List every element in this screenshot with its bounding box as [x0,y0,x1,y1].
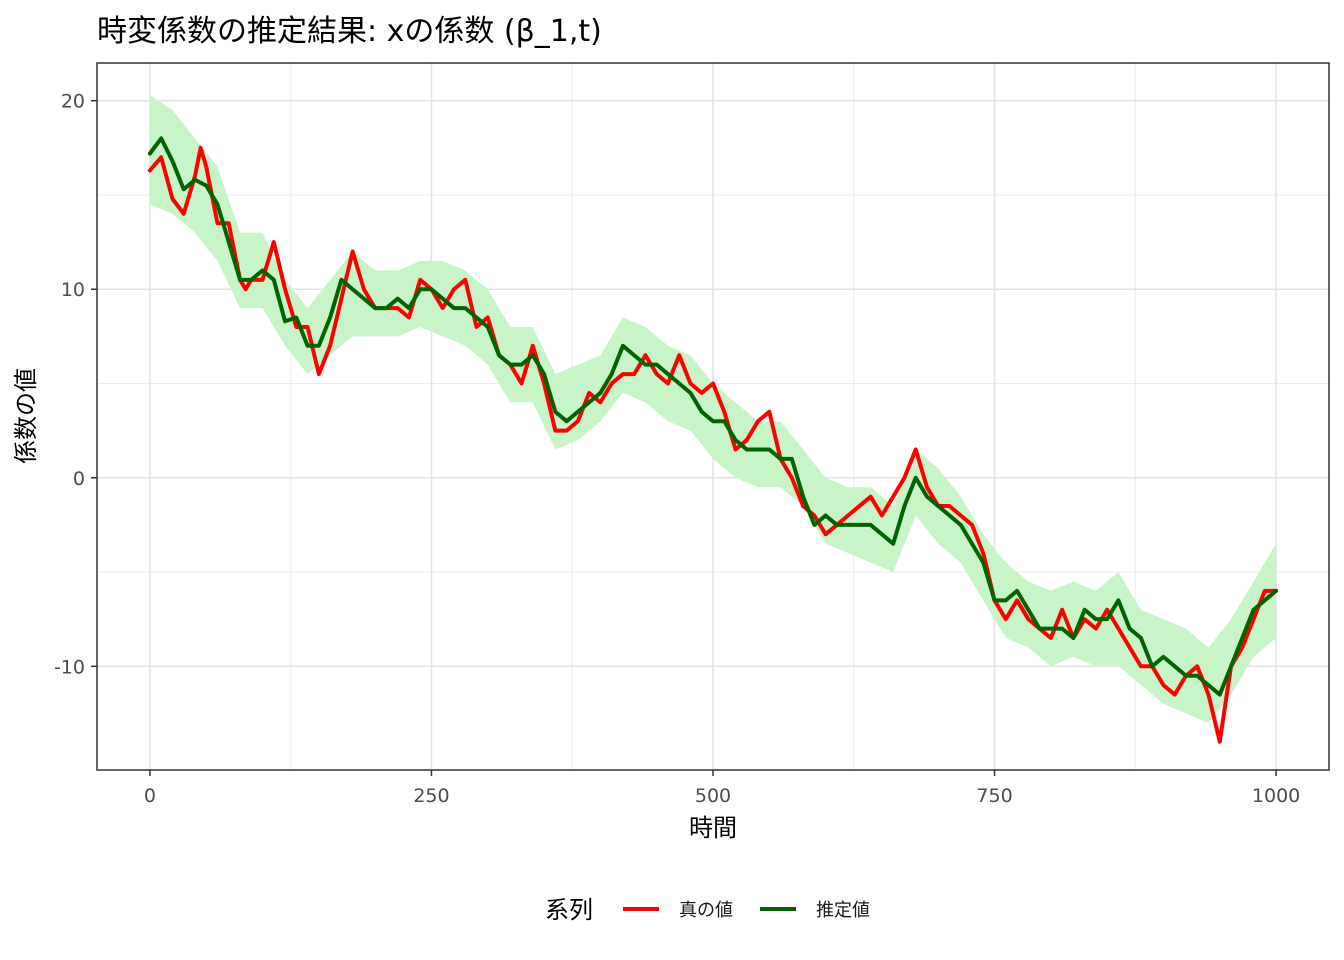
x-axis-label: 時間 [689,814,737,842]
legend-label-true: 真の値 [679,900,733,921]
x-tick-label: 250 [413,785,449,807]
series-layer [147,136,1279,744]
y-tick-label: 20 [61,91,85,113]
y-axis: -10 0 10 20 [54,91,97,678]
y-tick-label: 10 [61,279,85,301]
legend-label-estimate: 推定値 [816,900,870,921]
x-axis: 0 250 500 750 1000 [144,770,1300,807]
series-line-estimate [147,136,1279,697]
chart-title: 時変係数の推定結果: xの係数 (β_1,t) [97,14,602,49]
x-tick-label: 500 [695,785,731,807]
legend: 系列 真の値 推定値 [545,896,870,924]
series-line-true [147,145,1279,744]
x-tick-label: 750 [976,785,1012,807]
band-layer [149,95,1277,723]
x-tick-label: 0 [144,785,156,807]
legend-title: 系列 [545,896,593,924]
confidence-band [149,95,1277,723]
y-tick-label: 0 [73,468,85,490]
x-tick-label: 1000 [1252,785,1300,807]
y-axis-label: 係数の値 [12,368,40,464]
y-tick-label: -10 [54,656,85,678]
